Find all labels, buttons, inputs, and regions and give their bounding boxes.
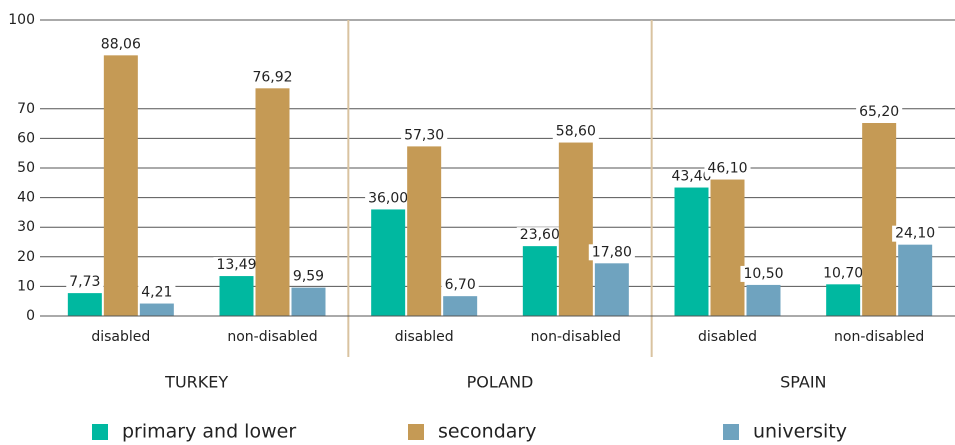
- value-label-bg: [588, 244, 635, 261]
- value-label: 13,49: [216, 257, 256, 273]
- bar: [746, 284, 781, 316]
- bar: [371, 209, 406, 316]
- value-label-bg: [552, 123, 599, 140]
- value-label-bg: [668, 168, 715, 185]
- group-label: POLAND: [467, 373, 534, 392]
- bar: [558, 142, 593, 316]
- bar: [67, 293, 102, 316]
- legend-label: secondary: [438, 421, 536, 443]
- x-tick-label: non-disabled: [227, 329, 317, 345]
- value-label: 24,10: [895, 226, 935, 242]
- bar: [898, 244, 933, 316]
- group-label: SPAIN: [780, 373, 826, 392]
- value-label: 36,00: [368, 190, 408, 206]
- x-tick-label: non-disabled: [834, 329, 924, 345]
- value-label: 17,80: [592, 244, 632, 260]
- value-label-bg: [213, 257, 260, 274]
- value-label-bg: [820, 265, 867, 282]
- bar: [862, 123, 897, 317]
- y-tick-label: 50: [17, 160, 35, 176]
- bar: [255, 88, 290, 316]
- y-tick-label: 70: [17, 101, 35, 117]
- x-tick-label: disabled: [91, 329, 150, 345]
- value-label: 7,73: [69, 274, 100, 290]
- group-label: TURKEY: [164, 373, 228, 392]
- value-label: 6,70: [445, 277, 476, 293]
- legend-label: primary and lower: [122, 421, 296, 443]
- value-label-bg: [249, 69, 296, 86]
- legend-swatch: [92, 424, 108, 440]
- value-label: 9,59: [293, 269, 324, 285]
- x-tick-label: disabled: [395, 329, 454, 345]
- value-label-bg: [401, 127, 448, 144]
- value-label-bg: [740, 265, 787, 282]
- value-label: 88,06: [101, 36, 141, 52]
- bar: [710, 179, 745, 316]
- value-label-bg: [138, 284, 176, 301]
- y-tick-label: 0: [26, 308, 35, 324]
- bar: [443, 296, 478, 316]
- x-tick-label: disabled: [698, 329, 757, 345]
- bar: [826, 284, 861, 316]
- value-label: 10,50: [743, 266, 783, 282]
- legend-swatch: [723, 424, 739, 440]
- value-label: 23,60: [520, 227, 560, 243]
- value-label-bg: [365, 190, 412, 207]
- value-label-bg: [441, 277, 479, 294]
- y-tick-label: 100: [8, 12, 35, 28]
- bar: [674, 187, 709, 316]
- bar: [407, 146, 442, 316]
- value-label: 58,60: [556, 124, 596, 140]
- y-tick-label: 10: [17, 278, 35, 294]
- value-label-bg: [289, 268, 328, 285]
- value-label-bg: [516, 227, 563, 244]
- bar: [219, 276, 254, 316]
- x-tick-label: non-disabled: [531, 329, 621, 345]
- y-tick-label: 30: [17, 219, 35, 235]
- legend-label: university: [753, 421, 847, 443]
- bar: [291, 287, 326, 316]
- legend-swatch: [408, 424, 424, 440]
- value-label-bg: [66, 274, 104, 291]
- bar: [139, 303, 174, 316]
- value-label: 43,40: [671, 169, 711, 185]
- value-label: 65,20: [859, 104, 899, 120]
- value-label-bg: [856, 104, 903, 121]
- y-tick-label: 40: [17, 190, 35, 206]
- value-label-bg: [97, 36, 144, 53]
- bar: [103, 55, 138, 316]
- value-label: 10,70: [823, 265, 863, 281]
- y-tick-label: 20: [17, 249, 35, 265]
- value-label: 57,30: [404, 127, 444, 143]
- bar: [522, 246, 557, 316]
- bar: [594, 263, 629, 316]
- value-label: 46,10: [707, 161, 747, 177]
- value-label: 76,92: [252, 69, 292, 85]
- y-tick-label: 60: [17, 130, 35, 146]
- value-label-bg: [892, 225, 939, 242]
- value-label-bg: [704, 160, 751, 177]
- value-label: 4,21: [141, 285, 172, 301]
